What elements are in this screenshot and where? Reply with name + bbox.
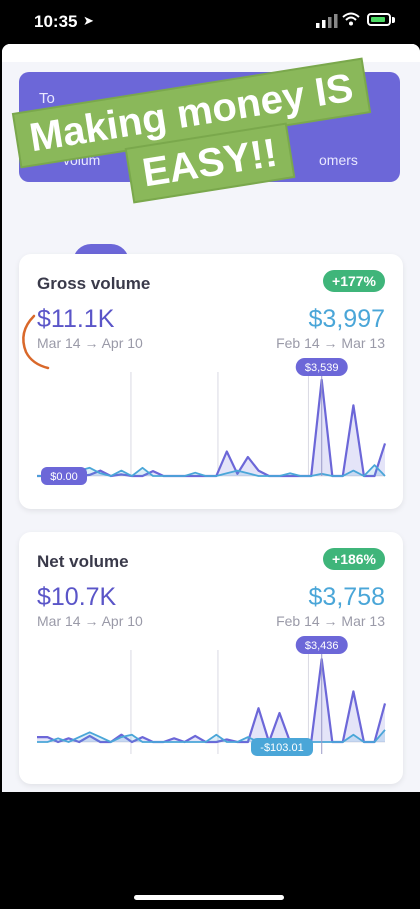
wifi-icon (342, 12, 360, 31)
previous-value: $3,997 (308, 305, 385, 333)
series-line-2 (37, 464, 386, 477)
gross-volume-card[interactable]: Gross volume +177% $11.1K $3,997 Mar 14 … (19, 254, 403, 509)
series-area-2 (37, 465, 385, 476)
peak-tooltip: $3,539 (295, 358, 348, 376)
current-range: Mar 14 → Apr 10 (37, 613, 143, 629)
series-area-1 (37, 659, 385, 742)
low-label: -$103.01 (260, 742, 303, 754)
peak-label: $3,539 (305, 362, 339, 374)
current-value: $10.7K (37, 583, 117, 611)
series-area-2 (37, 729, 385, 742)
banner-customers-label: omers (319, 152, 358, 168)
previous-value: $3,758 (308, 583, 385, 611)
card-title: Gross volume (37, 274, 151, 293)
current-range: Mar 14 → Apr 10 (37, 335, 143, 351)
top-strip (2, 44, 420, 62)
series-line-1 (37, 658, 387, 744)
previous-range: Feb 14 → Mar 13 (276, 613, 385, 629)
previous-range: Feb 14 → Mar 13 (276, 335, 385, 351)
change-badge: +177% (323, 270, 385, 292)
net-volume-chart: $3,436 -$103.01 (37, 636, 387, 756)
status-bar: 10:35 ➤ (0, 0, 420, 46)
series-line-2 (37, 729, 386, 743)
cellular-signal-icon (316, 14, 338, 28)
change-badge: +186% (323, 548, 385, 570)
net-volume-card[interactable]: Net volume +186% $10.7K $3,758 Mar 14 → … (19, 532, 403, 784)
hand-drawn-mark (22, 314, 50, 370)
battery-icon (367, 13, 391, 26)
series-area-1 (37, 379, 385, 476)
peak-tooltip: $3,436 (295, 636, 348, 654)
card-title: Net volume (37, 552, 129, 571)
status-time: 10:35 (34, 12, 78, 31)
location-icon: ➤ (83, 13, 94, 28)
low-tooltip: -$103.01 (251, 737, 313, 756)
low-label: $0.00 (50, 471, 78, 483)
bottom-black-area (0, 792, 420, 909)
series-line-1 (37, 378, 387, 478)
text-sticker-overlay: Making money IS EASY!! (0, 59, 420, 213)
home-indicator[interactable] (134, 895, 284, 900)
battery-tip (392, 17, 395, 23)
gross-volume-chart: $3,539 $0.00 (37, 358, 387, 485)
banner-title: To (39, 90, 55, 107)
low-tooltip: $0.00 (41, 467, 87, 485)
current-value: $11.1K (37, 305, 115, 333)
peak-label: $3,436 (305, 640, 339, 652)
